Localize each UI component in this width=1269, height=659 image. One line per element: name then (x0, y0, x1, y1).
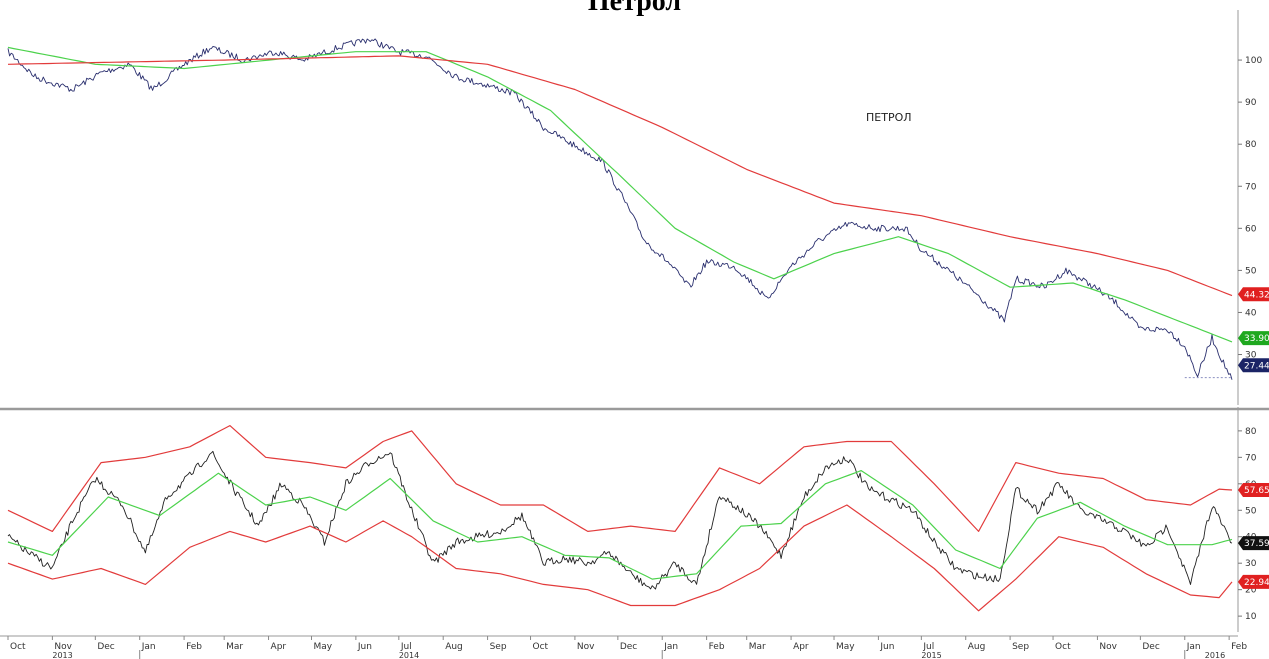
x-month-label: Feb (1231, 642, 1247, 652)
osc-value-tag: 22.94 (1238, 574, 1269, 589)
x-year-label: 2016 (1205, 651, 1225, 659)
x-month-label: Aug (968, 642, 986, 652)
x-month-label: May (313, 642, 332, 652)
x-month-label: Jul (922, 642, 934, 652)
x-month-label: Dec (620, 642, 637, 652)
price-y-tick-label: 60 (1245, 224, 1257, 234)
x-month-label: Apr (793, 642, 809, 652)
x-month-label: Feb (186, 642, 202, 652)
osc-y-tick-label: 20 (1245, 586, 1257, 596)
x-month-label: Nov (577, 642, 595, 652)
osc-value-tag-box (1238, 574, 1269, 589)
price-value-tag: 44.32 (1238, 287, 1269, 302)
x-month-label: Jun (357, 642, 372, 652)
price-price-line (7, 38, 1233, 380)
x-month-label: Oct (1055, 642, 1071, 652)
x-year-label: 2015 (921, 651, 941, 659)
price-value-tag-label: 33.90 (1244, 334, 1269, 344)
chart-title: Петрол (587, 0, 682, 17)
x-month-label: Jan (1186, 642, 1201, 652)
price-y-tick-label: 100 (1245, 56, 1262, 66)
osc-y-tick-label: 30 (1245, 559, 1257, 569)
price-short-moving-average-line (7, 46, 1233, 343)
price-value-tag-box (1238, 331, 1269, 346)
osc-oscillator-average-line (7, 470, 1233, 580)
price-long-moving-average-line (7, 55, 1233, 297)
price-value-tag: 27.44 (1238, 358, 1269, 373)
x-month-label: Nov (54, 642, 72, 652)
x-month-label: Oct (533, 642, 549, 652)
price-value-tag-box (1238, 358, 1269, 373)
chart-annotation: ПЕТРОЛ (866, 111, 912, 124)
osc-value-tag-box (1238, 536, 1269, 551)
price-y-tick-label: 50 (1245, 266, 1257, 276)
x-month-label: Feb (709, 642, 725, 652)
osc-y-tick-label: 10 (1245, 612, 1257, 622)
price-y-tick-label: 90 (1245, 98, 1257, 108)
osc-value-tag-label: 22.94 (1244, 578, 1269, 588)
osc-oscillator-line (7, 450, 1233, 590)
price-panel: 30 40 50 60 70 80 90 100 44.32 33.90 27.44 (7, 10, 1269, 405)
osc-lower-band-line (7, 504, 1233, 612)
x-month-label: Oct (10, 642, 26, 652)
price-y-tick-label: 70 (1245, 182, 1257, 192)
x-month-label: May (836, 642, 855, 652)
osc-y-tick-label: 80 (1245, 427, 1257, 437)
x-month-label: Mar (226, 642, 243, 652)
x-year-label: 2013 (52, 651, 72, 659)
price-y-tick-label: 30 (1245, 351, 1257, 361)
price-value-tag-label: 27.44 (1244, 361, 1269, 371)
x-month-label: Sep (490, 642, 507, 652)
x-month-label: Jun (879, 642, 894, 652)
x-month-label: Apr (271, 642, 287, 652)
price-value-tag-box (1238, 287, 1269, 302)
price-value-tag-label: 44.32 (1244, 290, 1269, 300)
x-month-label: Dec (97, 642, 114, 652)
x-month-label: Mar (749, 642, 766, 652)
osc-value-tag-label: 37.59 (1244, 539, 1269, 549)
price-value-tag: 33.90 (1238, 331, 1269, 346)
price-y-tick-label: 80 (1245, 140, 1257, 150)
x-month-label: Jan (663, 642, 678, 652)
x-month-label: Nov (1099, 642, 1117, 652)
osc-upper-band-line (7, 425, 1233, 533)
x-month-label: Jul (400, 642, 412, 652)
price-y-tick-label: 40 (1245, 308, 1257, 318)
osc-value-tag-box (1238, 483, 1269, 498)
x-axis: Oct Nov Dec Jan Feb Mar Apr May Jun Jul Aug Sep Oct N… (0, 635, 1247, 659)
x-month-label: Jan (141, 642, 156, 652)
x-month-label: Dec (1142, 642, 1159, 652)
x-month-label: Sep (1012, 642, 1029, 652)
osc-value-tag: 37.59 (1238, 536, 1269, 551)
osc-y-tick-label: 70 (1245, 453, 1257, 463)
x-month-label: Aug (445, 642, 463, 652)
osc-y-tick-label: 50 (1245, 506, 1257, 516)
osc-value-tag: 57.65 (1238, 483, 1269, 498)
osc-value-tag-label: 57.65 (1244, 486, 1269, 496)
x-year-label: 2014 (399, 651, 419, 659)
